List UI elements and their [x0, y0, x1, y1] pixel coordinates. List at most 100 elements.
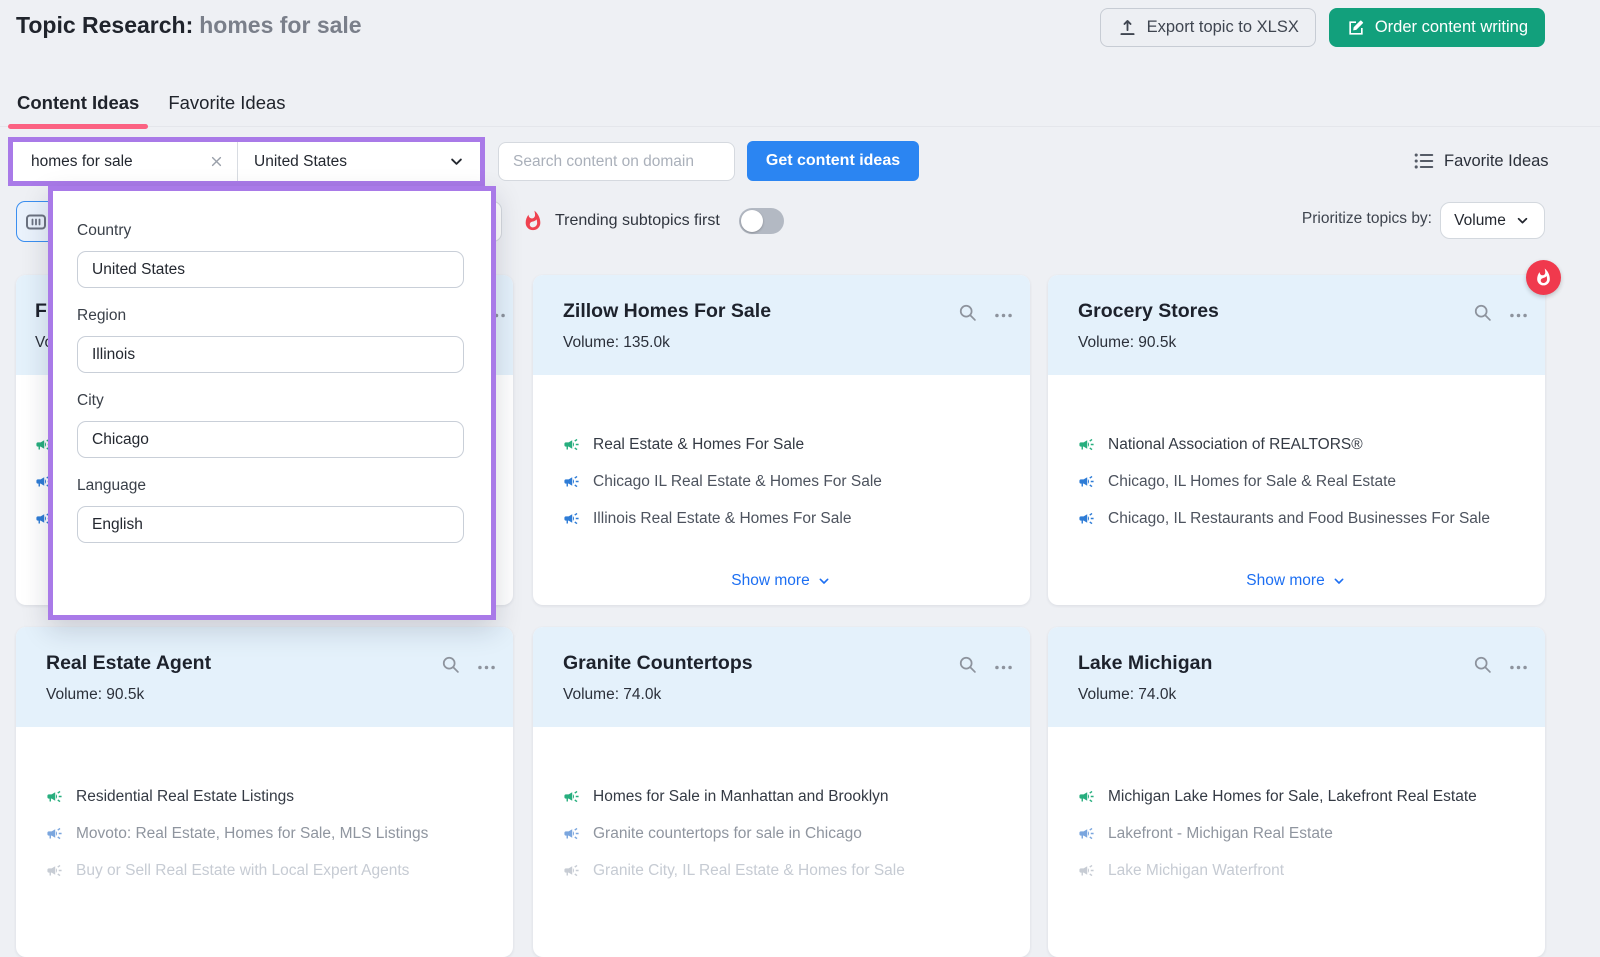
subtopic-item[interactable]: Granite City, IL Real Estate & Homes for…	[563, 852, 1010, 889]
trending-toggle[interactable]	[739, 208, 784, 234]
topic-query-value: homes for sale	[31, 153, 208, 171]
prioritize-label: Prioritize topics by:	[1302, 210, 1432, 228]
subtopic-item[interactable]: Homes for Sale in Manhattan and Brooklyn	[563, 778, 1010, 815]
country-field-label: Country	[77, 222, 491, 240]
prioritize-select[interactable]: Volume	[1440, 202, 1545, 239]
topic-card-zillow-homes-for-sale: Zillow Homes For Sale Volume: 135.0k Rea…	[533, 275, 1030, 605]
header-actions: Export topic to XLSX Order content writi…	[1100, 8, 1545, 47]
city-field-label: City	[77, 392, 491, 410]
megaphone-icon	[563, 788, 580, 805]
location-dropdown-panel: Country Region City Language	[48, 186, 496, 620]
page-title-main: Topic Research:	[16, 12, 193, 38]
region-field-input[interactable]	[77, 336, 464, 373]
flame-icon	[522, 210, 544, 232]
trending-topic-badge	[1526, 260, 1561, 295]
megaphone-icon	[46, 862, 63, 879]
tab-content-ideas[interactable]: Content Ideas	[8, 84, 148, 126]
megaphone-icon	[1078, 510, 1095, 527]
country-select[interactable]: United States	[238, 142, 480, 181]
topic-card-granite-countertops: Granite Countertops Volume: 74.0k Homes …	[533, 627, 1030, 957]
megaphone-icon	[1078, 473, 1095, 490]
clear-query-icon[interactable]	[208, 153, 225, 170]
search-icon[interactable]	[440, 654, 461, 675]
edit-icon	[1346, 18, 1366, 38]
subtopic-item[interactable]: Chicago, IL Restaurants and Food Busines…	[1078, 500, 1525, 537]
more-menu-icon[interactable]	[1508, 657, 1529, 678]
topic-card-lake-michigan: Lake Michigan Volume: 74.0k Michigan Lak…	[1048, 627, 1545, 957]
subtopic-item[interactable]: Lakefront - Michigan Real Estate	[1078, 815, 1525, 852]
card-volume: Volume: 90.5k	[1078, 334, 1521, 352]
card-title: Granite Countertops	[563, 652, 1006, 675]
more-menu-icon[interactable]	[1508, 305, 1529, 326]
megaphone-icon	[563, 510, 580, 527]
subtopic-item[interactable]: Chicago IL Real Estate & Homes For Sale	[563, 463, 1010, 500]
get-content-ideas-button[interactable]: Get content ideas	[747, 141, 919, 181]
subtopic-item[interactable]: National Association of REALTORS®	[1078, 426, 1525, 463]
topic-card-real-estate-agent: Real Estate Agent Volume: 90.5k Resident…	[16, 627, 513, 957]
chevron-down-icon	[1514, 212, 1531, 229]
search-icon[interactable]	[1472, 654, 1493, 675]
card-title: Grocery Stores	[1078, 300, 1521, 323]
page-title-query: homes for sale	[199, 12, 361, 38]
megaphone-icon	[1078, 825, 1095, 842]
search-icon[interactable]	[957, 302, 978, 323]
order-content-writing-button[interactable]: Order content writing	[1329, 8, 1545, 47]
subtopic-item[interactable]: Illinois Real Estate & Homes For Sale	[563, 500, 1010, 537]
chevron-down-icon	[1331, 573, 1347, 589]
megaphone-icon	[1078, 788, 1095, 805]
topic-card-grocery-stores: Grocery Stores Volume: 90.5k National As…	[1048, 275, 1545, 605]
megaphone-icon	[563, 825, 580, 842]
trending-filter: Trending subtopics first	[522, 208, 784, 234]
card-volume: Volume: 74.0k	[563, 686, 1006, 704]
megaphone-icon	[563, 473, 580, 490]
flame-icon	[1534, 268, 1553, 287]
show-more-link[interactable]: Show more	[1048, 572, 1545, 590]
subtopic-item[interactable]: Movoto: Real Estate, Homes for Sale, MLS…	[46, 815, 493, 852]
toggle-knob	[741, 210, 763, 232]
search-icon[interactable]	[1472, 302, 1493, 323]
megaphone-icon	[1078, 862, 1095, 879]
list-icon	[1413, 150, 1435, 172]
card-volume: Volume: 90.5k	[46, 686, 489, 704]
language-field-input[interactable]	[77, 506, 464, 543]
subtopic-item[interactable]: Michigan Lake Homes for Sale, Lakefront …	[1078, 778, 1525, 815]
card-title: Zillow Homes For Sale	[563, 300, 1006, 323]
subtopic-item[interactable]: Lake Michigan Waterfront	[1078, 852, 1525, 889]
card-title: Real Estate Agent	[46, 652, 489, 675]
more-menu-icon[interactable]	[993, 305, 1014, 326]
card-volume: Volume: 74.0k	[1078, 686, 1521, 704]
megaphone-icon	[563, 436, 580, 453]
megaphone-icon	[563, 862, 580, 879]
topic-query-field[interactable]: homes for sale	[13, 142, 238, 181]
topic-query-bar: homes for sale United States	[8, 137, 485, 186]
subtopic-item[interactable]: Residential Real Estate Listings	[46, 778, 493, 815]
subtopic-item[interactable]: Granite countertops for sale in Chicago	[563, 815, 1010, 852]
country-field-input[interactable]	[77, 251, 464, 288]
chevron-down-icon	[447, 152, 466, 171]
country-select-value: United States	[254, 153, 447, 171]
card-title: Lake Michigan	[1078, 652, 1521, 675]
card-view-icon	[24, 210, 48, 234]
tab-bar: Content Ideas Favorite Ideas	[0, 84, 1600, 127]
megaphone-icon	[46, 788, 63, 805]
card-volume: Volume: 135.0k	[563, 334, 1006, 352]
language-field-label: Language	[77, 477, 491, 495]
megaphone-icon	[1078, 436, 1095, 453]
region-field-label: Region	[77, 307, 491, 325]
search-icon[interactable]	[957, 654, 978, 675]
export-xlsx-button[interactable]: Export topic to XLSX	[1100, 8, 1316, 47]
subtopic-item[interactable]: Chicago, IL Homes for Sale & Real Estate	[1078, 463, 1525, 500]
more-menu-icon[interactable]	[476, 657, 497, 678]
tab-favorite-ideas[interactable]: Favorite Ideas	[159, 84, 294, 126]
more-menu-icon[interactable]	[993, 657, 1014, 678]
subtopic-item[interactable]: Real Estate & Homes For Sale	[563, 426, 1010, 463]
favorite-ideas-link[interactable]: Favorite Ideas	[1413, 150, 1549, 172]
city-field-input[interactable]	[77, 421, 464, 458]
upload-icon	[1117, 17, 1138, 38]
page-title: Topic Research:homes for sale	[16, 12, 362, 39]
show-more-link[interactable]: Show more	[533, 572, 1030, 590]
megaphone-icon	[46, 825, 63, 842]
trending-label: Trending subtopics first	[555, 212, 720, 230]
domain-search-input[interactable]	[498, 142, 735, 181]
subtopic-item[interactable]: Buy or Sell Real Estate with Local Exper…	[46, 852, 493, 889]
